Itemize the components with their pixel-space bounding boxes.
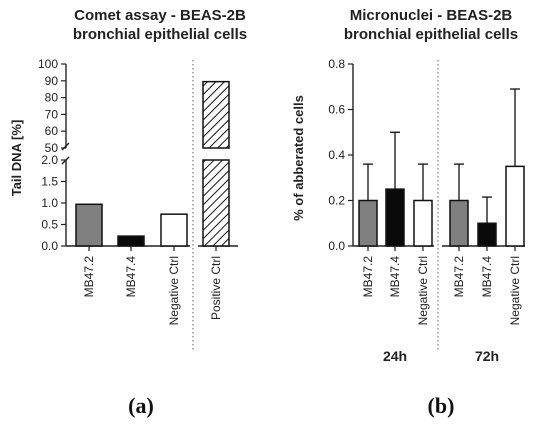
bar-4 xyxy=(477,222,497,247)
y-tick-label: 0.2 xyxy=(328,194,345,208)
y-tick-label: 0.6 xyxy=(328,103,345,117)
bar-2 xyxy=(160,213,188,247)
bar-3-lower xyxy=(202,159,230,247)
x-category-label: MB47.2 xyxy=(452,256,466,298)
y-tick-label: 1.0 xyxy=(41,196,58,210)
y-tick-label: 100 xyxy=(38,57,58,71)
x-category-label: MB47.2 xyxy=(361,256,375,298)
y-tick-label: 0.8 xyxy=(328,57,345,71)
y-tick-label: 60 xyxy=(45,124,59,138)
bar-0 xyxy=(75,203,103,247)
panel-label-a: (a) xyxy=(128,393,154,418)
chart-b-title-line-1: Micronuclei - BEAS-2B xyxy=(350,7,513,24)
panel-a-comet-assay: Comet assay - BEAS-2B bronchial epithelia… xyxy=(9,7,247,418)
y-tick-label: 0.0 xyxy=(41,239,58,253)
bar-1 xyxy=(385,188,405,247)
bar-5 xyxy=(505,165,525,247)
y-tick-label: 70 xyxy=(45,107,59,121)
y-axis-label: % of abberated cells xyxy=(291,95,306,221)
y-axis-label: Tail DNA [%] xyxy=(9,120,24,197)
bar-3-upper xyxy=(202,80,230,149)
group-label-24h: 24h xyxy=(383,348,407,364)
group-label-72h: 72h xyxy=(475,348,499,364)
x-category-label: Positive Ctrl xyxy=(209,256,223,320)
bar-2 xyxy=(413,199,433,247)
y-tick-label: 0.4 xyxy=(328,148,345,162)
x-category-label: MB47.4 xyxy=(480,256,494,298)
x-category-label: MB47.4 xyxy=(388,256,402,298)
chart-b-title-line-2: bronchial epithelial cells xyxy=(344,26,518,43)
y-tick-label: 0.5 xyxy=(41,218,58,232)
chart-a-title-line-2: bronchial epithelial cells xyxy=(73,26,247,43)
panel-b-micronuclei: Micronuclei - BEAS-2B bronchial epithelia… xyxy=(291,7,525,418)
x-category-label: Negative Ctrl xyxy=(508,256,522,325)
bar-1 xyxy=(117,235,145,247)
y-tick-label: 90 xyxy=(45,74,59,88)
y-tick-label: 2.0 xyxy=(41,153,58,167)
y-tick-label: 1.5 xyxy=(41,175,58,189)
bar-3 xyxy=(449,199,469,247)
x-category-label: Negative Ctrl xyxy=(416,256,430,325)
bar-0 xyxy=(358,199,378,247)
panel-label-b: (b) xyxy=(428,393,455,418)
y-tick-label: 80 xyxy=(45,91,59,105)
axis-break-mark xyxy=(61,142,70,151)
x-category-label: MB47.2 xyxy=(82,256,96,298)
x-category-label: Negative Ctrl xyxy=(167,256,181,325)
y-tick-label: 0.0 xyxy=(328,239,345,253)
x-category-label: MB47.4 xyxy=(124,256,138,298)
chart-a-title-line-1: Comet assay - BEAS-2B xyxy=(74,7,246,24)
y-tick-label: 50 xyxy=(45,141,59,155)
